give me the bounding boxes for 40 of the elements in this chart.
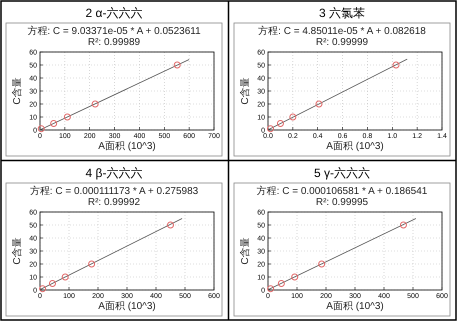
chart-title: 3 六氯苯 xyxy=(318,6,366,20)
y-axis-title: C含量 xyxy=(11,77,23,105)
text: 方程: C = 0.000106581 * A + 0.186541 xyxy=(256,185,428,197)
point xyxy=(318,260,326,268)
text: 方程: C = 4.85011e-05 * A + 0.082618 xyxy=(258,25,426,37)
point xyxy=(289,114,296,120)
x-axis-title: A面积 (10^3) xyxy=(326,141,384,152)
text: 方程: C = 0.000111173 * A + 0.275983 xyxy=(30,185,199,197)
y-axis-title: C含量 xyxy=(239,237,251,265)
point xyxy=(266,125,274,132)
point xyxy=(400,222,407,228)
point xyxy=(48,280,56,287)
point xyxy=(167,222,174,228)
point xyxy=(291,274,298,280)
point xyxy=(39,285,46,292)
y-axis-title: C含量 xyxy=(11,237,23,265)
text: R²: 0.99999 xyxy=(316,37,369,48)
point xyxy=(315,100,322,108)
point xyxy=(392,62,400,68)
point xyxy=(276,120,284,127)
chart-title: 4 β-六六六 xyxy=(86,166,142,180)
point xyxy=(62,274,69,280)
text: 方程: C = 9.03371e-05 * A + 0.0523611 xyxy=(27,25,202,37)
text: R²: 0.99992 xyxy=(88,197,141,208)
point xyxy=(64,114,71,120)
point xyxy=(50,120,58,127)
y-axis-title: C含量 xyxy=(239,77,251,105)
point xyxy=(267,285,274,292)
point xyxy=(38,125,45,132)
text: R²: 0.99989 xyxy=(88,37,141,48)
point xyxy=(88,260,96,268)
chart-title: 2 α-六六六 xyxy=(86,6,142,20)
text: R²: 0.99995 xyxy=(316,197,369,208)
point xyxy=(92,100,99,108)
x-axis-title: A面积 (10^3) xyxy=(98,301,156,312)
chart-title: 5 γ-六六六 xyxy=(314,166,370,180)
point xyxy=(174,62,181,68)
x-axis-title: A面积 (10^3) xyxy=(326,301,384,312)
point xyxy=(278,280,285,287)
x-axis-title: A面积 (10^3) xyxy=(98,141,156,152)
